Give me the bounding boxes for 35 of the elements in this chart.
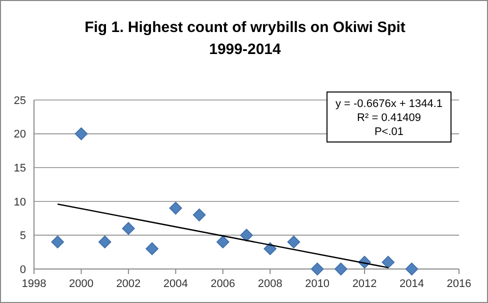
point xyxy=(240,228,253,242)
point xyxy=(146,242,158,256)
point xyxy=(74,127,88,140)
point xyxy=(310,262,324,276)
x-tick-label: 1998 xyxy=(22,278,46,290)
y-tick-label: 15 xyxy=(14,162,26,174)
point xyxy=(169,202,182,215)
point xyxy=(216,236,230,248)
y-tick-label: 5 xyxy=(20,230,26,242)
point xyxy=(98,236,112,248)
x-tick-label: 2012 xyxy=(352,278,377,290)
x-tick-label: 2016 xyxy=(446,278,472,290)
x-tick-label: 2008 xyxy=(258,278,282,290)
annotation: R² = 0.41409 xyxy=(357,112,421,124)
y-tick-label: 10 xyxy=(14,196,26,208)
point xyxy=(192,208,206,222)
annotation: P<.01 xyxy=(374,126,404,138)
y-tick-label: 20 xyxy=(14,128,26,141)
y-tick-label: 25 xyxy=(14,94,26,107)
annotation: y = -0.6676x + 1344.1 xyxy=(335,98,443,110)
point xyxy=(382,256,395,269)
x-tick-label: 2000 xyxy=(68,278,94,290)
point xyxy=(122,222,135,235)
x-tick-label: 2002 xyxy=(116,278,141,290)
x-tick-label: 2010 xyxy=(305,278,330,290)
y-tick-label: 0 xyxy=(20,264,26,276)
point xyxy=(287,236,300,248)
x-tick-label: 2004 xyxy=(163,278,188,290)
point xyxy=(264,242,277,256)
point xyxy=(51,236,64,248)
point xyxy=(334,262,348,276)
point xyxy=(405,262,418,276)
x-tick-label: 2014 xyxy=(400,278,424,290)
chart-title: Fig 1. Highest count of wrybills on Okiwi Spit 1999-2014 xyxy=(84,19,406,58)
x-tick-label: 2006 xyxy=(210,278,236,290)
